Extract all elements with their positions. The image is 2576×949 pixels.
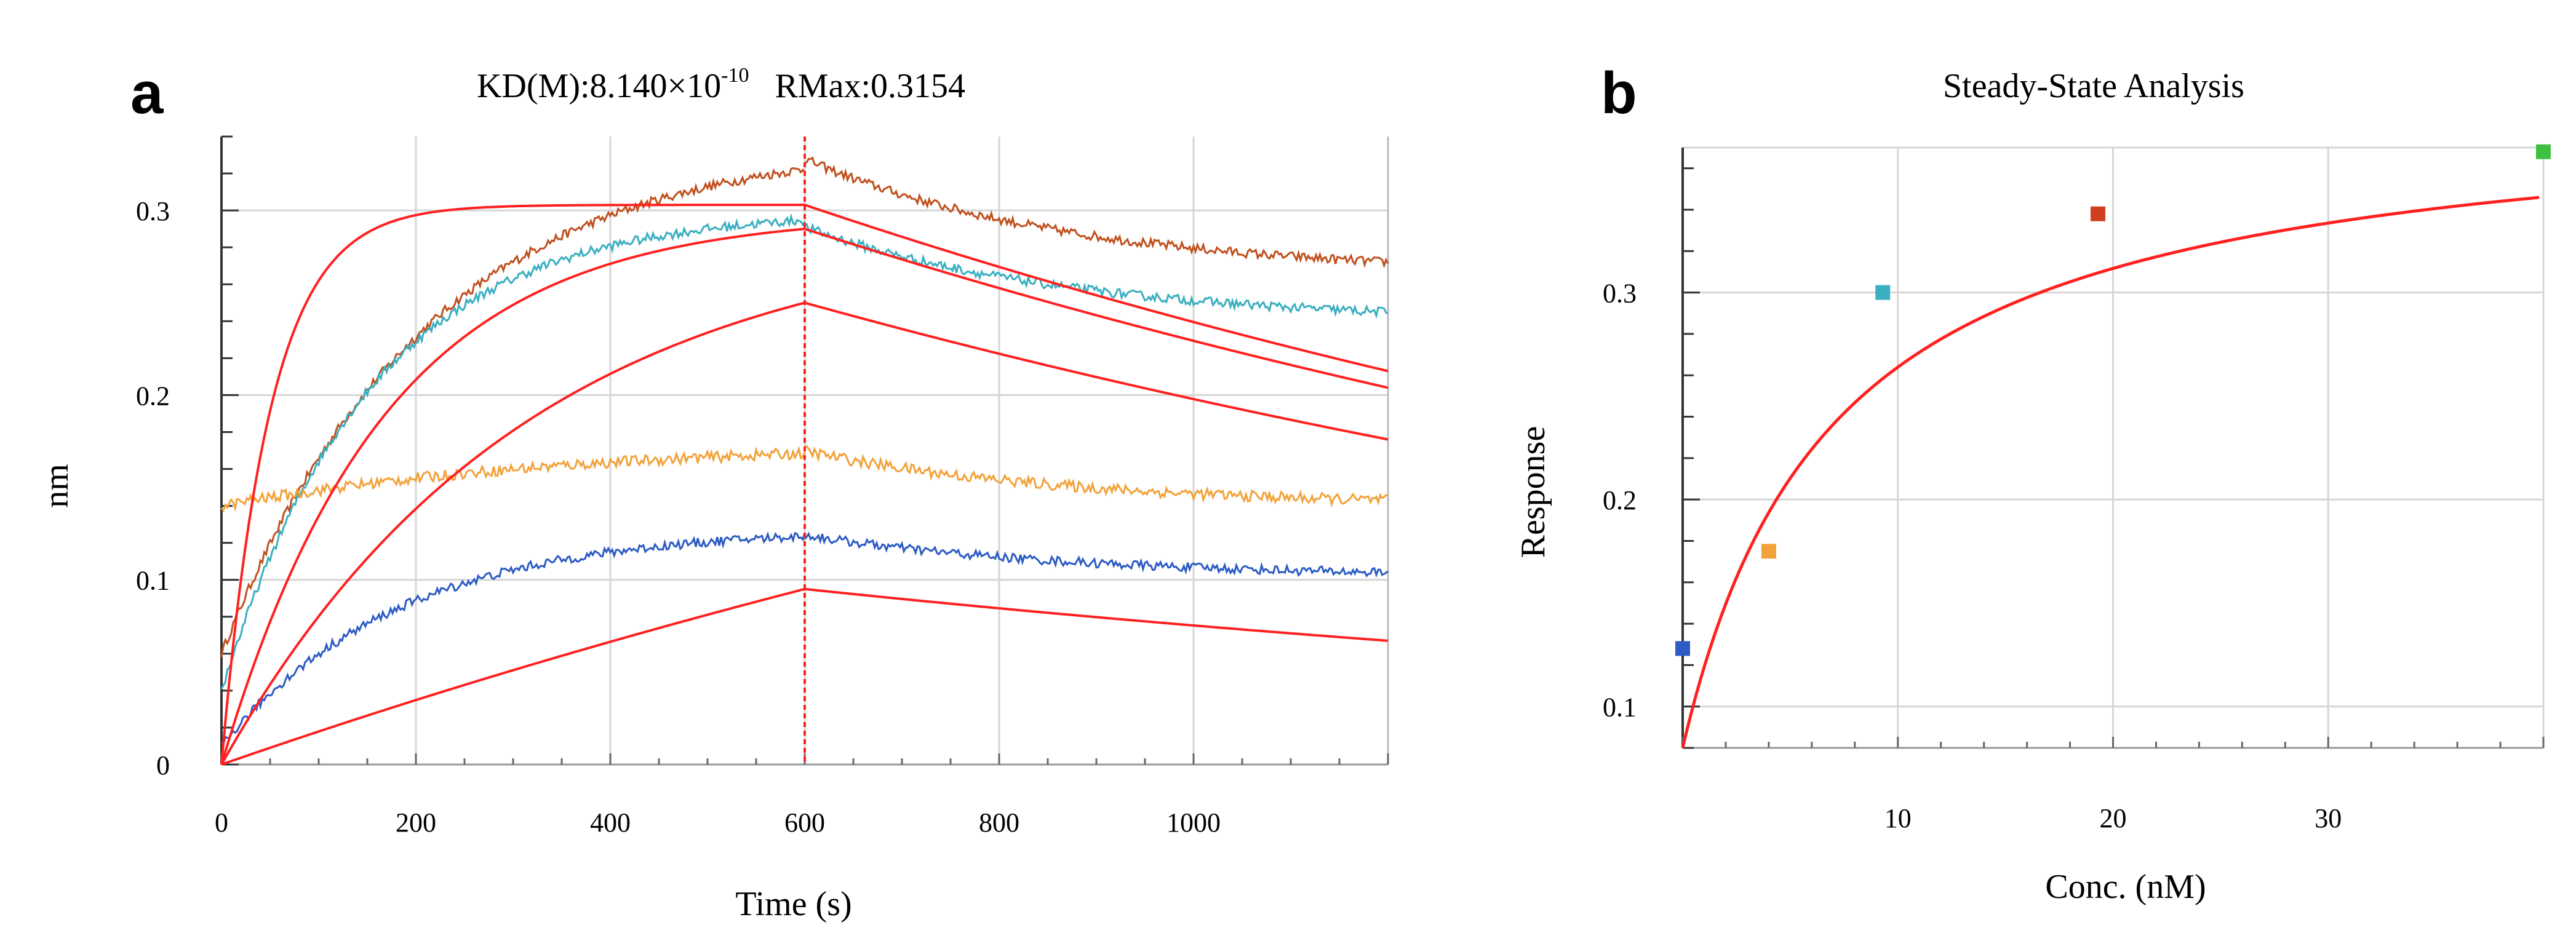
- chart-a-title: KD(M):8.140×10-10 RMax:0.3154: [477, 65, 966, 105]
- chart-a-ytick-label: 0: [156, 750, 170, 780]
- chart-a-ytick-label: 0.3: [136, 196, 170, 226]
- chart-b-ylabel: Response: [1514, 426, 1552, 558]
- chart-a-fit-2: [220, 228, 1389, 765]
- chart-a-ytick-label: 0.1: [136, 566, 170, 596]
- chart-a-xtick-label: 600: [784, 808, 825, 838]
- chart-a-xlabel: Time (s): [735, 885, 851, 923]
- chart-a-trace-dissoc: [804, 156, 1389, 269]
- kd-exponent: -10: [721, 64, 749, 87]
- chart-b-xtick-label: 30: [2315, 803, 2342, 833]
- chart-a-xtick-label: 400: [590, 808, 631, 838]
- chart-a-ytick-label: 0.2: [136, 381, 170, 411]
- chart-b-xlabel: Conc. (nM): [2045, 868, 2206, 906]
- chart-a-trace-dissoc: [804, 531, 1389, 578]
- chart-b-data-point: [1875, 285, 1891, 300]
- chart-b-data-point: [2536, 144, 2551, 159]
- panel-label-a: a: [130, 60, 164, 126]
- chart-a-trace-assoc: [220, 167, 806, 658]
- chart-a-trace-assoc: [220, 213, 806, 689]
- chart-b-data-point: [2091, 206, 2106, 221]
- panel-label-b: b: [1601, 60, 1637, 126]
- chart-a-fit-1: [220, 204, 1389, 765]
- chart-b-xtick-label: 20: [2100, 803, 2127, 833]
- chart-a-xtick-label: 1000: [1166, 808, 1221, 838]
- chart-a-trace-assoc: [221, 531, 806, 746]
- chart-a-trace-dissoc: [804, 222, 1389, 319]
- chart-b-ytick-label: 0.1: [1603, 693, 1637, 723]
- chart-a-xtick-label: 0: [215, 808, 228, 838]
- chart-b-xtick-label: 10: [1884, 803, 1912, 833]
- chart-b-data-point: [1761, 544, 1776, 559]
- chart-a-xtick-label: 200: [396, 808, 436, 838]
- chart-a-ylabel: nm: [38, 464, 76, 508]
- rmax-label: RMax:0.3154: [775, 67, 966, 105]
- chart-a-trace-assoc: [220, 445, 806, 513]
- chart-a-xtick-label: 800: [979, 808, 1019, 838]
- chart-a-trace-dissoc: [804, 445, 1389, 508]
- chart-b-fit-curve: [1681, 196, 2540, 748]
- chart-b-ytick-label: 0.3: [1603, 279, 1637, 309]
- chart-b-title: Steady-State Analysis: [1943, 67, 2244, 105]
- kd-label: KD(M):8.140×10: [477, 67, 722, 105]
- chart-b-ytick-label: 0.2: [1603, 485, 1637, 515]
- chart-b-data-point: [1675, 641, 1690, 656]
